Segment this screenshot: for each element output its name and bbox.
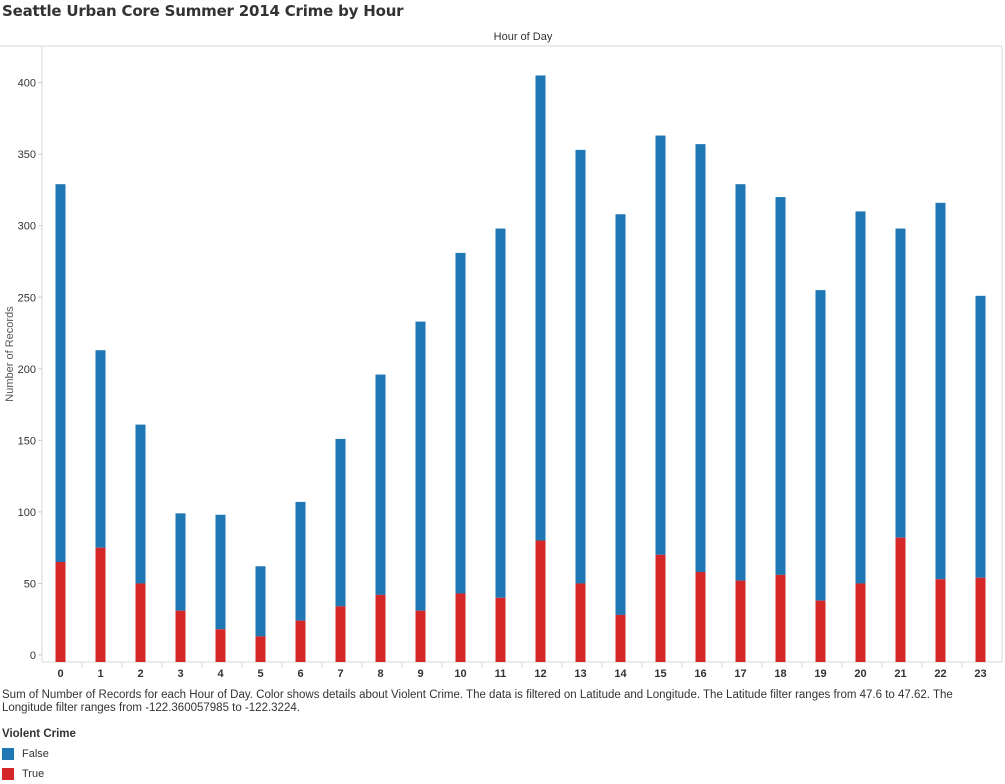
bar-false-hour-14 xyxy=(615,214,626,615)
bar-false-hour-0 xyxy=(55,184,66,562)
y-tick-label: 300 xyxy=(18,221,36,233)
bar-true-hour-10 xyxy=(455,593,466,662)
legend-label-false: False xyxy=(22,748,49,760)
bar-false-hour-17 xyxy=(735,184,746,581)
y-tick-label: 400 xyxy=(18,78,36,90)
bar-true-hour-9 xyxy=(415,610,426,662)
bar-false-hour-16 xyxy=(695,144,706,573)
bar-true-hour-13 xyxy=(575,583,586,662)
bar-false-hour-15 xyxy=(655,135,666,555)
bar-false-hour-9 xyxy=(415,321,426,611)
bar-true-hour-3 xyxy=(175,610,186,662)
y-tick-label: 0 xyxy=(30,650,36,662)
x-tick-label: 13 xyxy=(574,668,586,680)
bar-false-hour-7 xyxy=(335,438,346,607)
bar-true-hour-0 xyxy=(55,561,66,662)
bar-true-hour-23 xyxy=(975,577,986,662)
x-tick-label: 6 xyxy=(297,668,303,680)
bar-false-hour-23 xyxy=(975,295,986,578)
bar-false-hour-8 xyxy=(375,374,386,595)
x-tick-label: 17 xyxy=(734,668,746,680)
x-tick-label: 18 xyxy=(774,668,786,680)
bar-true-hour-8 xyxy=(375,594,386,662)
bar-true-hour-12 xyxy=(535,540,546,662)
x-tick-label: 11 xyxy=(495,668,507,680)
bar-true-hour-19 xyxy=(815,600,826,662)
x-tick-label: 19 xyxy=(814,668,826,680)
bar-true-hour-6 xyxy=(295,620,306,662)
bar-true-hour-20 xyxy=(855,583,866,662)
bar-false-hour-20 xyxy=(855,211,866,584)
bar-false-hour-18 xyxy=(775,197,786,575)
legend-label-true: True xyxy=(22,768,45,780)
y-tick-label: 150 xyxy=(18,435,36,447)
legend-item-false[interactable]: False xyxy=(2,744,76,764)
y-tick-label: 100 xyxy=(18,507,36,519)
y-tick-label: 350 xyxy=(18,149,36,161)
bar-true-hour-14 xyxy=(615,614,626,662)
bar-true-hour-17 xyxy=(735,580,746,662)
bar-false-hour-4 xyxy=(215,514,226,630)
bar-true-hour-1 xyxy=(95,547,106,662)
bar-true-hour-4 xyxy=(215,629,226,662)
x-tick-label: 9 xyxy=(417,668,423,680)
x-tick-label: 20 xyxy=(854,668,866,680)
legend-swatch-false xyxy=(2,748,14,760)
bar-false-hour-11 xyxy=(495,228,506,598)
legend-title: Violent Crime xyxy=(2,728,76,740)
bar-true-hour-15 xyxy=(655,554,666,662)
y-axis-label: Number of Records xyxy=(4,306,16,402)
bar-false-hour-6 xyxy=(295,501,306,621)
legend-swatch-true xyxy=(2,768,14,780)
bar-true-hour-22 xyxy=(935,579,946,662)
bar-false-hour-5 xyxy=(255,566,266,637)
bar-true-hour-7 xyxy=(335,606,346,662)
bar-true-hour-5 xyxy=(255,636,266,662)
x-tick-label: 12 xyxy=(534,668,546,680)
x-tick-label: 23 xyxy=(974,668,986,680)
x-tick-label: 5 xyxy=(257,668,263,680)
x-tick-label: 15 xyxy=(654,668,666,680)
bar-false-hour-13 xyxy=(575,149,586,584)
legend: Violent Crime False True xyxy=(2,728,76,784)
bar-false-hour-22 xyxy=(935,202,946,580)
x-tick-label: 16 xyxy=(694,668,706,680)
y-tick-label: 50 xyxy=(24,578,36,590)
x-tick-label: 3 xyxy=(177,668,183,680)
x-tick-label: 7 xyxy=(337,668,343,680)
chart-caption: Sum of Number of Records for each Hour o… xyxy=(2,689,953,714)
x-tick-label: 21 xyxy=(894,668,906,680)
legend-item-true[interactable]: True xyxy=(2,764,76,784)
bar-true-hour-18 xyxy=(775,574,786,662)
chart-title: Seattle Urban Core Summer 2014 Crime by … xyxy=(2,2,404,20)
bar-false-hour-12 xyxy=(535,75,546,541)
bar-false-hour-10 xyxy=(455,252,466,594)
bar-false-hour-2 xyxy=(135,424,146,584)
bar-false-hour-19 xyxy=(815,290,826,601)
bar-true-hour-21 xyxy=(895,537,906,662)
x-axis-label: Hour of Day xyxy=(494,31,553,43)
y-tick-label: 250 xyxy=(18,292,36,304)
x-tick-label: 10 xyxy=(454,668,466,680)
bar-false-hour-1 xyxy=(95,350,106,548)
bar-false-hour-3 xyxy=(175,513,186,611)
bar-true-hour-16 xyxy=(695,572,706,662)
bar-true-hour-2 xyxy=(135,583,146,662)
x-tick-label: 8 xyxy=(377,668,383,680)
x-tick-label: 22 xyxy=(934,668,946,680)
x-tick-label: 14 xyxy=(614,668,627,680)
x-tick-label: 4 xyxy=(217,668,224,680)
x-tick-label: 0 xyxy=(57,668,63,680)
bar-true-hour-11 xyxy=(495,597,506,662)
y-tick-label: 200 xyxy=(18,364,36,376)
x-tick-label: 1 xyxy=(97,668,103,680)
bar-false-hour-21 xyxy=(895,228,906,538)
x-tick-label: 2 xyxy=(137,668,143,680)
